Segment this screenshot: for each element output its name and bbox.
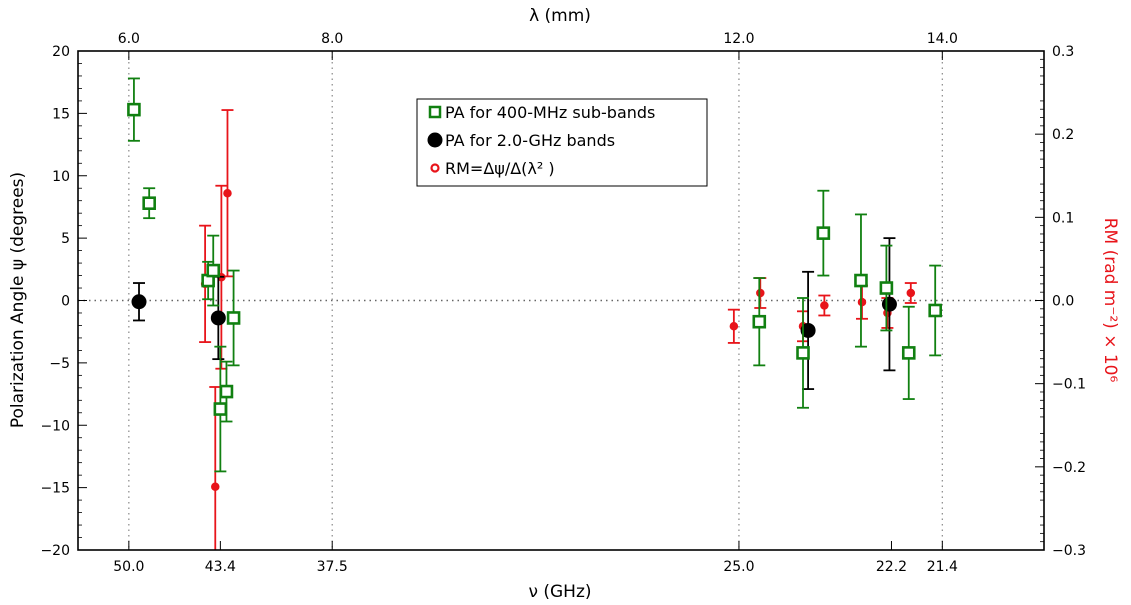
x-tick-label: 25.0 [723, 559, 754, 575]
grid-lines [78, 51, 1044, 550]
x-axis-title: ν (GHz) [528, 582, 591, 602]
y2-tick-label: 0.2 [1052, 127, 1074, 143]
axis-layer: 20 15 10 5 0 −5 −10 −15 −20 0.3 0.2 0.1 0.0 −0.1 −0.2 −… [40, 31, 1086, 575]
legend-marker-bands [427, 132, 443, 148]
rm-point [729, 322, 739, 331]
legend-marker-rm [430, 163, 440, 173]
y-tick-label: 20 [52, 44, 70, 60]
legend-box [416, 98, 708, 187]
rm-point [211, 482, 220, 492]
subband-point [127, 102, 141, 117]
legend-marker-subbands [428, 105, 442, 119]
legend-label-rm: RM=Δψ/Δ(λ² ) [445, 159, 555, 178]
rm-point [857, 297, 867, 307]
right-axis-title: RM (rad m⁻²) × 10⁶ [1100, 218, 1120, 383]
band-point [800, 322, 816, 338]
top-tick-label: 12.0 [723, 31, 754, 47]
subband-point [879, 281, 894, 295]
y2-tick-label: −0.3 [1052, 543, 1086, 559]
top-axis-title: λ (mm) [529, 6, 591, 26]
subband-point [206, 263, 221, 278]
x-tick-label: 21.4 [927, 559, 958, 575]
x-tick-label: 22.2 [876, 559, 907, 575]
y2-tick-label: −0.2 [1052, 460, 1086, 476]
band-point [131, 294, 147, 310]
subband-point [854, 273, 868, 288]
band-point [881, 296, 897, 312]
legend-label-bands: PA for 2.0-GHz bands [445, 131, 615, 150]
subband-point [901, 346, 916, 360]
subband-point [142, 196, 156, 210]
data-layer [127, 77, 942, 550]
y2-tick-label: 0.3 [1052, 44, 1074, 60]
y-tick-label: 10 [52, 169, 70, 185]
y-tick-label: −5 [49, 356, 70, 372]
rm-point [223, 188, 232, 198]
subband-point [928, 303, 942, 318]
subband-point [226, 311, 241, 325]
y-tick-label: −10 [40, 418, 70, 434]
rm-point [820, 301, 829, 310]
y2-tick-label: 0.1 [1052, 210, 1074, 226]
y-tick-label: 5 [61, 231, 70, 247]
y-tick-label: 15 [52, 106, 70, 122]
y-axis-title: Polarization Angle ψ (degrees) [8, 172, 28, 428]
y-tick-label: −15 [40, 481, 70, 497]
y2-tick-label: 0.0 [1052, 294, 1074, 310]
top-tick-label: 6.0 [118, 31, 140, 47]
subband-point [219, 384, 234, 399]
subband-point [816, 226, 831, 240]
x-tick-label: 43.4 [205, 559, 236, 575]
x-tick-label: 37.5 [317, 559, 348, 575]
band-point [210, 310, 226, 326]
y2-tick-label: −0.1 [1052, 377, 1086, 393]
subband-point [752, 314, 767, 329]
subband-point [213, 402, 228, 416]
y-tick-label: 0 [61, 294, 70, 310]
top-tick-label: 8.0 [321, 31, 343, 47]
y-tick-label: −20 [40, 543, 70, 559]
legend: PA for 400-MHz sub-bands PA for 2.0-GHz … [416, 98, 708, 187]
rm-point [756, 288, 765, 298]
x-tick-label: 50.0 [113, 559, 144, 575]
legend-label-subbands: PA for 400-MHz sub-bands [445, 103, 655, 122]
top-tick-label: 14.0 [927, 31, 958, 47]
subband-point [796, 346, 810, 360]
rm-point [906, 288, 916, 298]
